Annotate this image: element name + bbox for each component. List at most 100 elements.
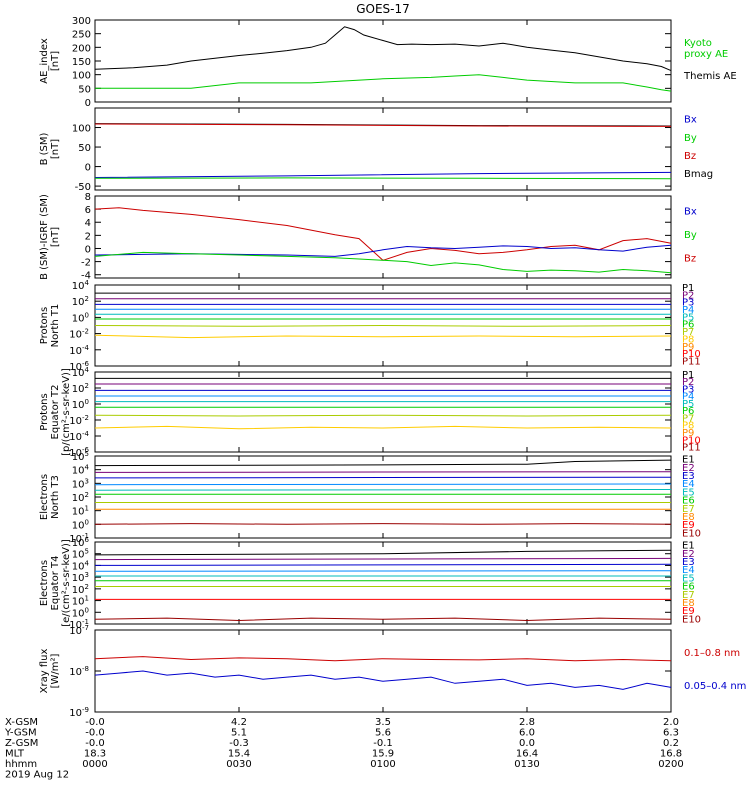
x-tick-value: 5.6 [375, 728, 391, 739]
x-tick-value: 6.3 [663, 728, 679, 739]
y-axis-label: [nT] [50, 227, 61, 247]
y-tick-label: 102 [72, 382, 89, 395]
y-tick-label: 6 [85, 205, 91, 216]
x-tick-value: 0000 [82, 759, 107, 770]
legend-label: P6 [682, 406, 694, 417]
panel-frame [94, 629, 672, 713]
panel-3: 104 102 100 10-2 10-4 10-6 Protons North T1 P1P2… [39, 279, 701, 373]
x-tick-value: -0.0 [85, 738, 105, 749]
y-axis-label: North T3 [50, 475, 61, 519]
legend-label: E8 [682, 512, 695, 523]
legend-label: P1 [682, 283, 694, 294]
legend-label: P4 [682, 392, 694, 403]
series-line [94, 670, 672, 690]
y-axis-label: [W/m²] [50, 653, 61, 688]
y-tick-label: 8 [85, 192, 91, 203]
legend-label: P2 [682, 377, 694, 388]
y-tick-label: 0 [85, 244, 91, 255]
legend-label: Bz [684, 254, 696, 265]
series-line [94, 171, 672, 178]
x-tick-value: 16.8 [660, 749, 682, 760]
y-tick-label: 0 [85, 98, 91, 109]
x-row-label: 2019 Aug 12 [5, 770, 69, 781]
legend-label: E1 [682, 455, 695, 466]
x-tick-value: 6.0 [519, 728, 535, 739]
legend-label: E9 [682, 520, 695, 531]
legend-label: 0.1–0.8 nm [684, 648, 740, 659]
x-row-label: X-GSM [5, 717, 38, 728]
y-tick-label: 105 [72, 450, 89, 463]
y-tick-label: 10-1 [69, 532, 89, 545]
y-axis-label: [e/(cm²-s-sr-keV)] [61, 539, 72, 627]
y-tick-label: -50 [75, 182, 91, 193]
y-tick-label: 2 [85, 231, 91, 242]
y-tick-label: 10-4 [69, 430, 89, 443]
legend-label: E2 [682, 463, 695, 474]
series-line [94, 324, 672, 327]
legend-label: P11 [682, 357, 701, 368]
y-tick-label: 50 [78, 84, 91, 95]
series-line [94, 414, 672, 417]
y-tick-label: 150 [72, 57, 91, 68]
x-tick-value: -0.1 [373, 738, 393, 749]
legend-label: E8 [682, 598, 695, 609]
x-tick-value: 0.0 [519, 738, 535, 749]
y-axis-label: Protons [39, 393, 50, 430]
y-tick-label: 300 [72, 16, 91, 27]
panel-frame [94, 455, 672, 539]
y-tick-label: 10-1 [69, 618, 89, 631]
y-axis-label: Xray flux [39, 649, 50, 694]
legend-label: P3 [682, 298, 694, 309]
x-row-label: Z-GSM [5, 738, 38, 749]
legend-label: P7 [682, 327, 694, 338]
legend-label: P5 [682, 399, 694, 410]
y-tick-label: 250 [72, 30, 91, 41]
x-tick-value: -0.0 [85, 717, 105, 728]
y-tick-label: 100 [72, 398, 89, 411]
y-tick-label: 103 [72, 477, 89, 490]
series-line [94, 476, 672, 479]
series-line [94, 26, 672, 72]
panel-0: 300 250 200 150 100 50 0 AE_index [nT] Kyotoproxy… [39, 16, 737, 109]
y-axis-label: Equator T2 [50, 385, 61, 440]
series-line [94, 523, 672, 525]
y-tick-label: 101 [72, 595, 89, 608]
legend-label: By [684, 133, 697, 144]
series-line [94, 123, 672, 127]
series-line [94, 557, 672, 561]
y-tick-label: 106 [72, 536, 90, 549]
series-line [94, 489, 672, 491]
legend-label: E6 [682, 582, 695, 593]
legend-label: E5 [682, 487, 695, 498]
legend-label: P4 [682, 305, 694, 316]
y-tick-label: 105 [72, 548, 89, 561]
series-line [94, 483, 672, 486]
y-axis-label: [p/(cm²-s-sr-keV)] [61, 368, 72, 456]
x-tick-value: -0.0 [85, 728, 105, 739]
y-tick-label: 0 [85, 163, 91, 174]
panel-4: 104 102 100 10-2 10-4 10-6 Protons Equator T2 [p… [39, 366, 701, 459]
legend-label: E9 [682, 606, 695, 617]
x-tick-value: 0200 [658, 759, 683, 770]
y-axis-label: [nT] [50, 139, 61, 159]
y-tick-label: 104 [72, 279, 90, 292]
x-tick-value: -0.3 [229, 738, 249, 749]
y-tick-label: 104 [72, 366, 90, 379]
legend-label: P9 [682, 428, 694, 439]
legend-label: Bx [684, 115, 697, 126]
y-axis-label: North T1 [50, 304, 61, 348]
y-tick-label: 10-8 [69, 665, 89, 678]
x-tick-value: 3.5 [375, 717, 391, 728]
y-tick-label: 100 [72, 71, 91, 82]
series-line [94, 251, 672, 274]
y-tick-label: 10-6 [69, 360, 89, 373]
legend-label: P5 [682, 312, 694, 323]
legend-label: E3 [682, 557, 695, 568]
y-axis-label: Protons [39, 307, 50, 344]
y-tick-label: 4 [85, 218, 91, 229]
series-line [94, 459, 672, 467]
series-line [94, 656, 672, 662]
series-line [94, 563, 672, 566]
